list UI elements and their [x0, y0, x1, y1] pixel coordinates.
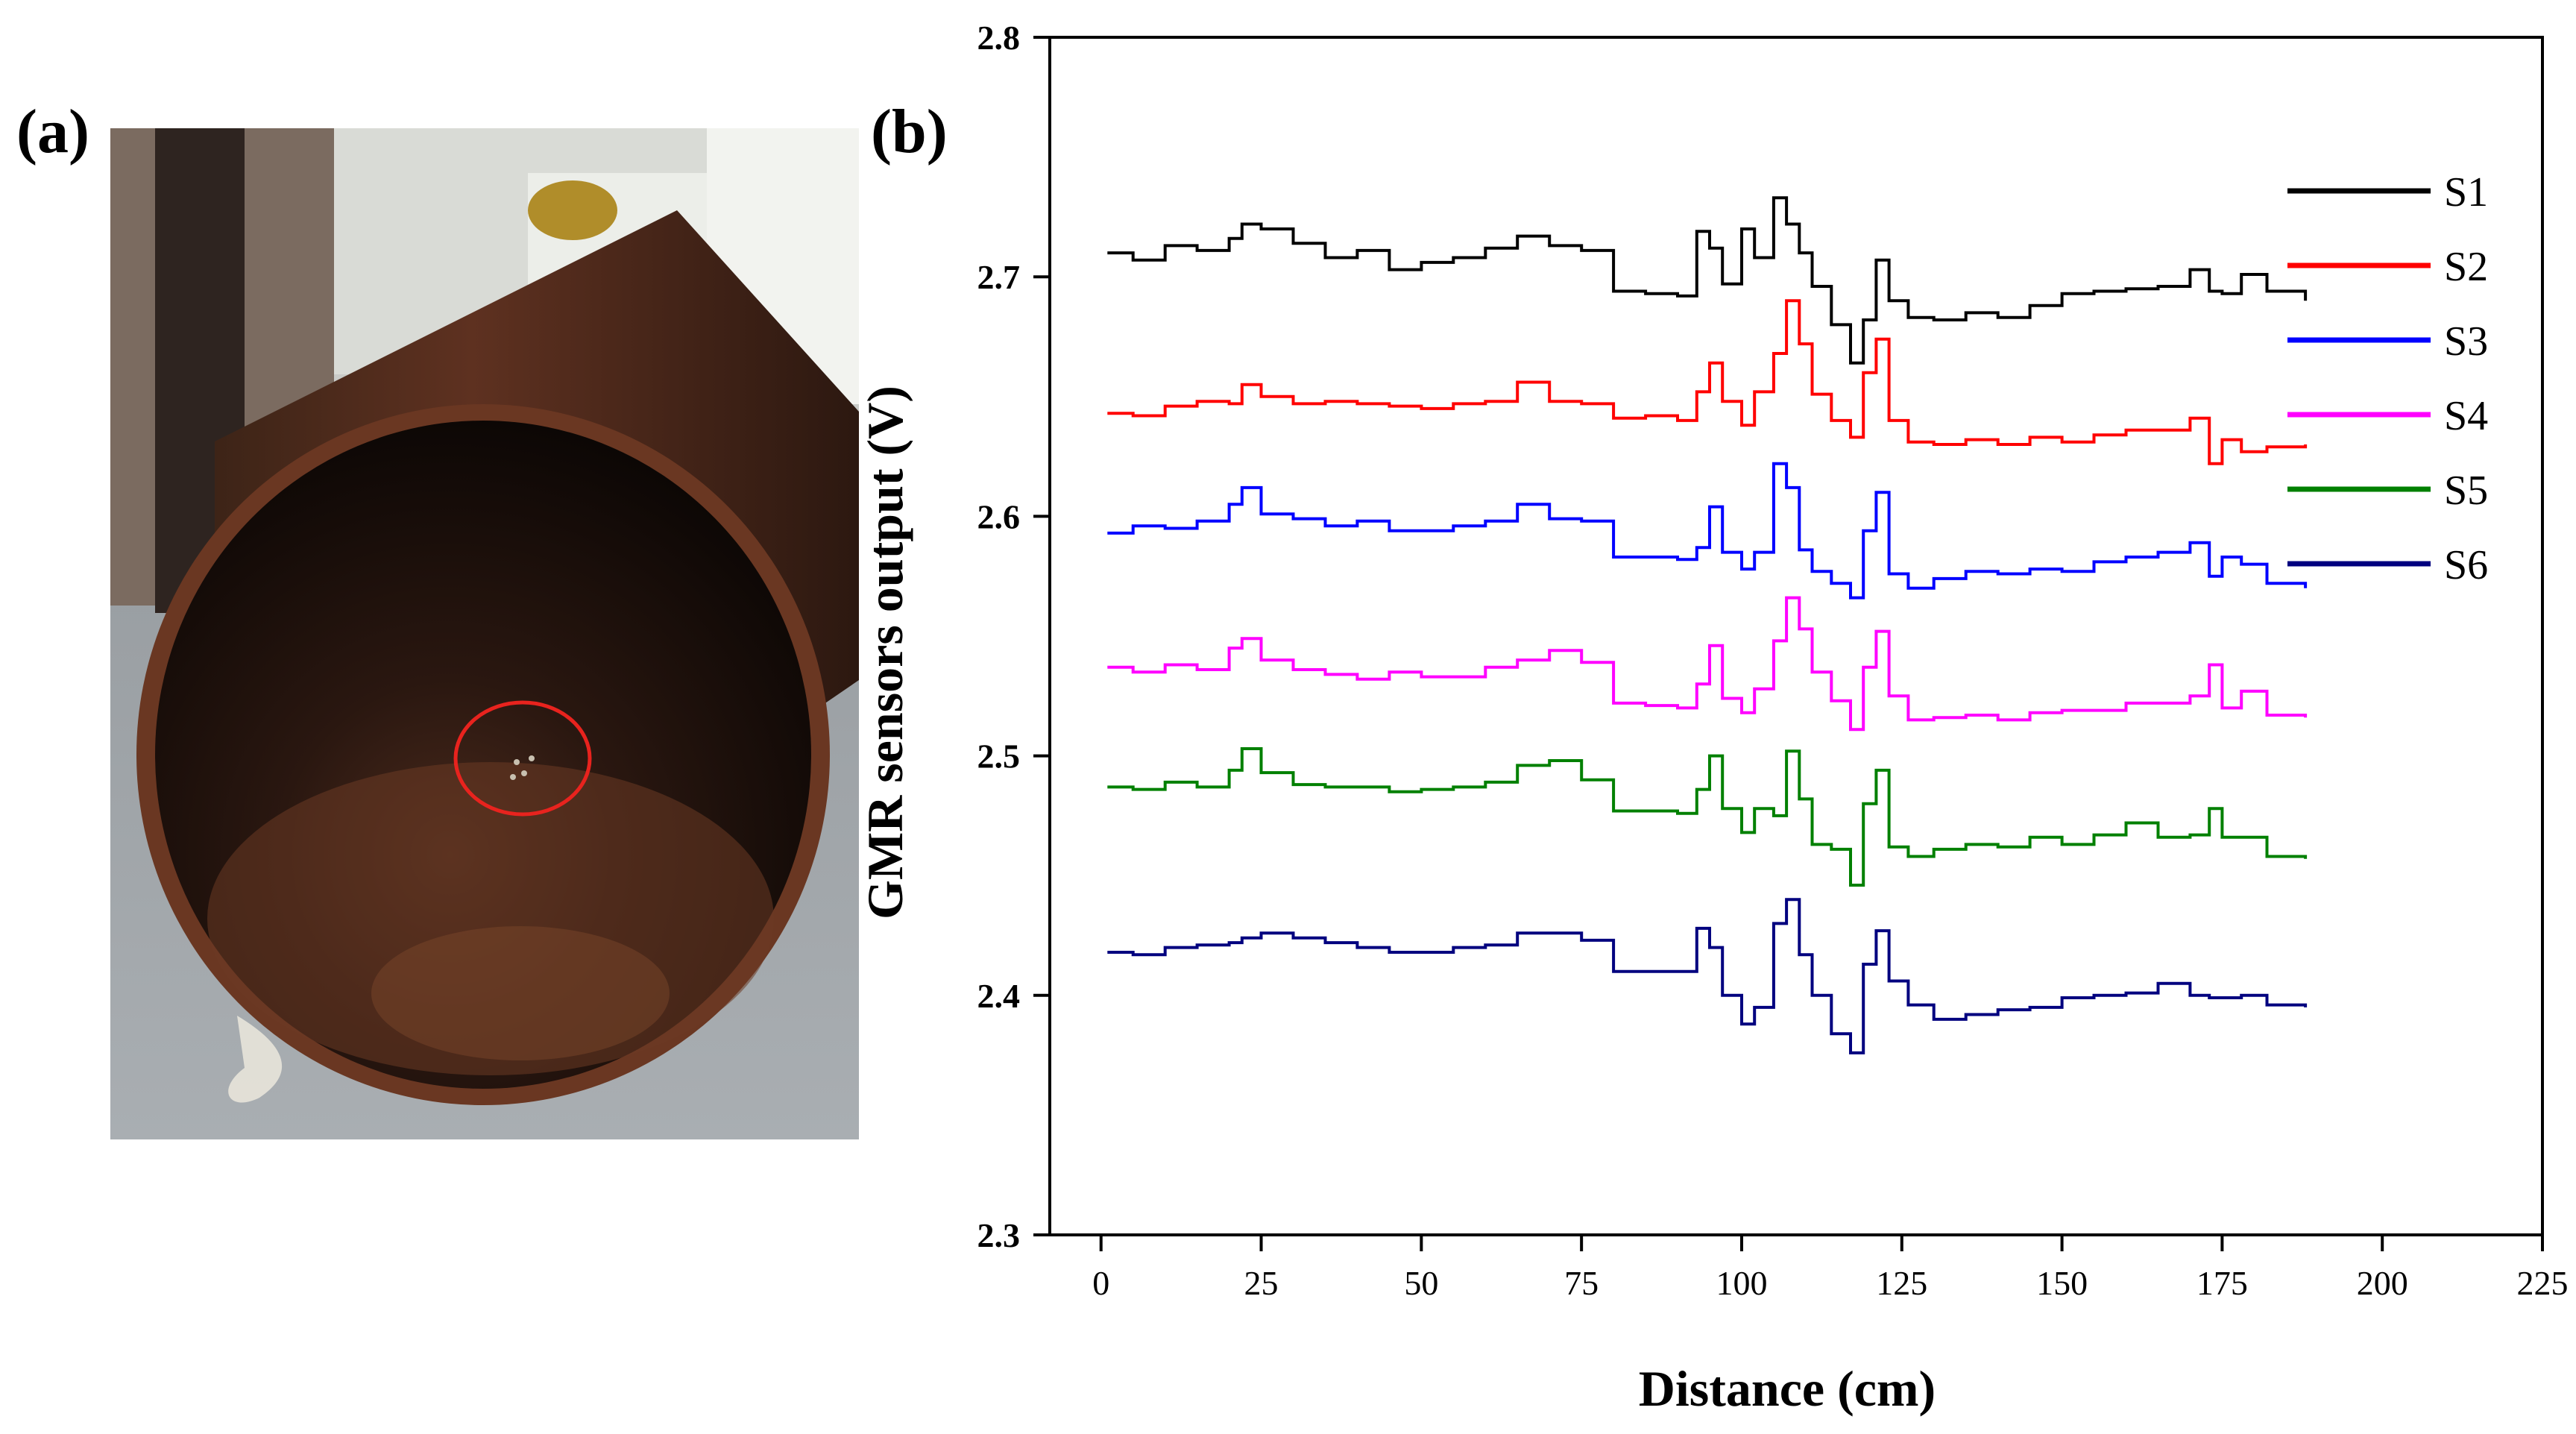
- series-line-s5: [1107, 747, 2308, 887]
- y-tick-label: 2.4: [977, 977, 1021, 1015]
- defect-annotation-circle: [453, 700, 592, 817]
- x-tick-label: 75: [1564, 1264, 1599, 1302]
- x-tick-label: 25: [1244, 1264, 1279, 1302]
- legend-label-s6: S6: [2444, 542, 2488, 588]
- panel-b-label: (b): [871, 97, 948, 166]
- series-line-s3: [1107, 462, 2308, 600]
- x-tick-label: 50: [1404, 1264, 1438, 1302]
- x-tick-label: 200: [2357, 1264, 2408, 1302]
- x-tick-label: 175: [2196, 1264, 2248, 1302]
- x-tick-label: 225: [2517, 1264, 2569, 1302]
- series-line-s2: [1107, 299, 2308, 465]
- x-tick-label: 150: [2036, 1264, 2088, 1302]
- y-tick-label: 2.5: [977, 738, 1021, 776]
- x-tick-label: 0: [1092, 1264, 1109, 1302]
- y-tick-label: 2.7: [977, 258, 1021, 296]
- y-tick-label: 2.8: [977, 19, 1021, 57]
- y-axis-label: GMR sensors output (V): [857, 386, 913, 919]
- legend-label-s2: S2: [2444, 244, 2488, 290]
- series-line-s6: [1107, 898, 2308, 1054]
- legend-label-s4: S4: [2444, 393, 2488, 439]
- series-line-s4: [1107, 596, 2308, 732]
- legend-label-s5: S5: [2444, 468, 2488, 514]
- y-tick-label: 2.3: [977, 1216, 1021, 1254]
- x-axis-label: Distance (cm): [1639, 1360, 1936, 1417]
- x-tick-label: 100: [1716, 1264, 1767, 1302]
- y-tick-label: 2.6: [977, 497, 1021, 535]
- panel-a-label: (a): [16, 97, 89, 166]
- series-line-s1: [1107, 196, 2308, 365]
- legend-label-s1: S1: [2444, 169, 2488, 216]
- steel-pipe-photo: [110, 128, 859, 1139]
- x-tick-label: 125: [1876, 1264, 1927, 1302]
- legend-label-s3: S3: [2444, 318, 2488, 365]
- plot-frame: [1048, 36, 2544, 1236]
